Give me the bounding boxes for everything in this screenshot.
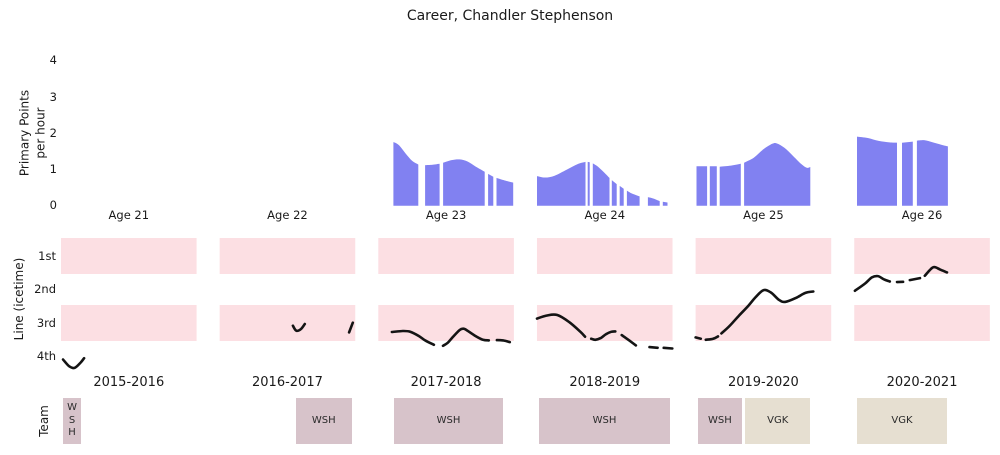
team-box-wsh: WSH xyxy=(394,398,504,444)
icetime-line-segment xyxy=(291,322,307,333)
area-segment xyxy=(626,190,640,206)
line-ytick-label: 4th xyxy=(36,349,56,363)
area-segment xyxy=(488,173,494,206)
line-band xyxy=(854,305,990,341)
area-segment xyxy=(587,161,590,206)
area-segment xyxy=(611,180,617,206)
team-box-vgk: VGK xyxy=(744,398,811,444)
line-ytick-label: 2nd xyxy=(34,282,56,296)
area-segment xyxy=(619,185,624,206)
team-box-wsh: W S H xyxy=(63,398,82,444)
line-ytick-label: 3rd xyxy=(36,315,56,330)
line-band xyxy=(378,305,514,341)
line-band xyxy=(536,238,673,274)
icetime-line-segment xyxy=(589,330,617,342)
line-band xyxy=(695,305,832,341)
chart-title: Career, Chandler Stephenson xyxy=(406,8,614,24)
season-tick-label: 2018-2019 xyxy=(569,375,641,390)
age-tick-label: Age 26 xyxy=(901,208,943,222)
icetime-line-segment xyxy=(535,313,587,338)
icetime-line-segment xyxy=(853,274,892,293)
icetime-line-segment xyxy=(923,265,949,278)
area-segment xyxy=(696,166,708,206)
age-tick-label: Age 21 xyxy=(108,208,150,222)
line-band xyxy=(695,238,832,274)
icetime-line-segment xyxy=(495,338,512,344)
line-band xyxy=(219,305,356,341)
area-segment xyxy=(496,177,514,206)
icetime-line-segment xyxy=(347,321,355,334)
team-box-wsh: WSH xyxy=(697,398,742,444)
line-band xyxy=(378,238,514,274)
team-box-wsh: WSH xyxy=(295,398,352,444)
area-segment xyxy=(537,161,586,206)
area-segment xyxy=(857,136,897,206)
icetime-line-segment xyxy=(441,327,491,348)
line-band xyxy=(61,305,197,341)
team-box-wsh: WSH xyxy=(538,398,670,444)
season-tick-label: 2016-2017 xyxy=(252,375,323,390)
age-tick-label: Age 25 xyxy=(743,208,784,222)
area-segment xyxy=(916,140,948,206)
icetime-line-segment xyxy=(648,345,659,350)
season-tick-label: 2019-2020 xyxy=(727,375,799,390)
icetime-line-segment xyxy=(720,288,815,335)
age-tick-label: Age 24 xyxy=(584,208,626,222)
icetime-line-segment xyxy=(662,346,674,350)
line-band xyxy=(219,238,356,274)
age-tick-label: Age 22 xyxy=(267,208,308,222)
season-tick-label: 2015-2016 xyxy=(93,375,165,390)
team-box-vgk: VGK xyxy=(856,398,947,444)
points-ytick-label: 1 xyxy=(49,162,57,177)
line-band xyxy=(854,238,990,274)
points-ytick-label: 2 xyxy=(49,125,57,140)
line-ytick-label: 1st xyxy=(38,248,56,263)
area-segment xyxy=(393,142,419,206)
area-segment xyxy=(719,163,741,206)
icetime-line-segment xyxy=(704,335,720,342)
line-band xyxy=(61,238,197,274)
season-tick-label: 2017-2018 xyxy=(410,375,482,390)
area-segment xyxy=(443,159,485,206)
area-segment xyxy=(592,163,610,206)
season-tick-label: 2020-2021 xyxy=(886,375,958,390)
points-ytick-label: 3 xyxy=(49,89,57,104)
icetime-line-segment xyxy=(390,329,436,347)
area-segment xyxy=(902,141,913,206)
points-ytick-label: 4 xyxy=(49,53,57,68)
area-segment xyxy=(744,143,811,206)
points-ytick-label: 0 xyxy=(49,198,57,213)
age-tick-label: Age 23 xyxy=(425,208,467,222)
area-segment xyxy=(425,163,440,206)
area-segment xyxy=(709,166,717,206)
icetime-line-segment xyxy=(61,356,86,370)
area-segment xyxy=(647,197,660,206)
icetime-line-segment xyxy=(908,276,922,282)
icetime-line-segment xyxy=(694,336,703,340)
area-segment xyxy=(662,201,668,206)
icetime-line-segment xyxy=(620,333,638,347)
